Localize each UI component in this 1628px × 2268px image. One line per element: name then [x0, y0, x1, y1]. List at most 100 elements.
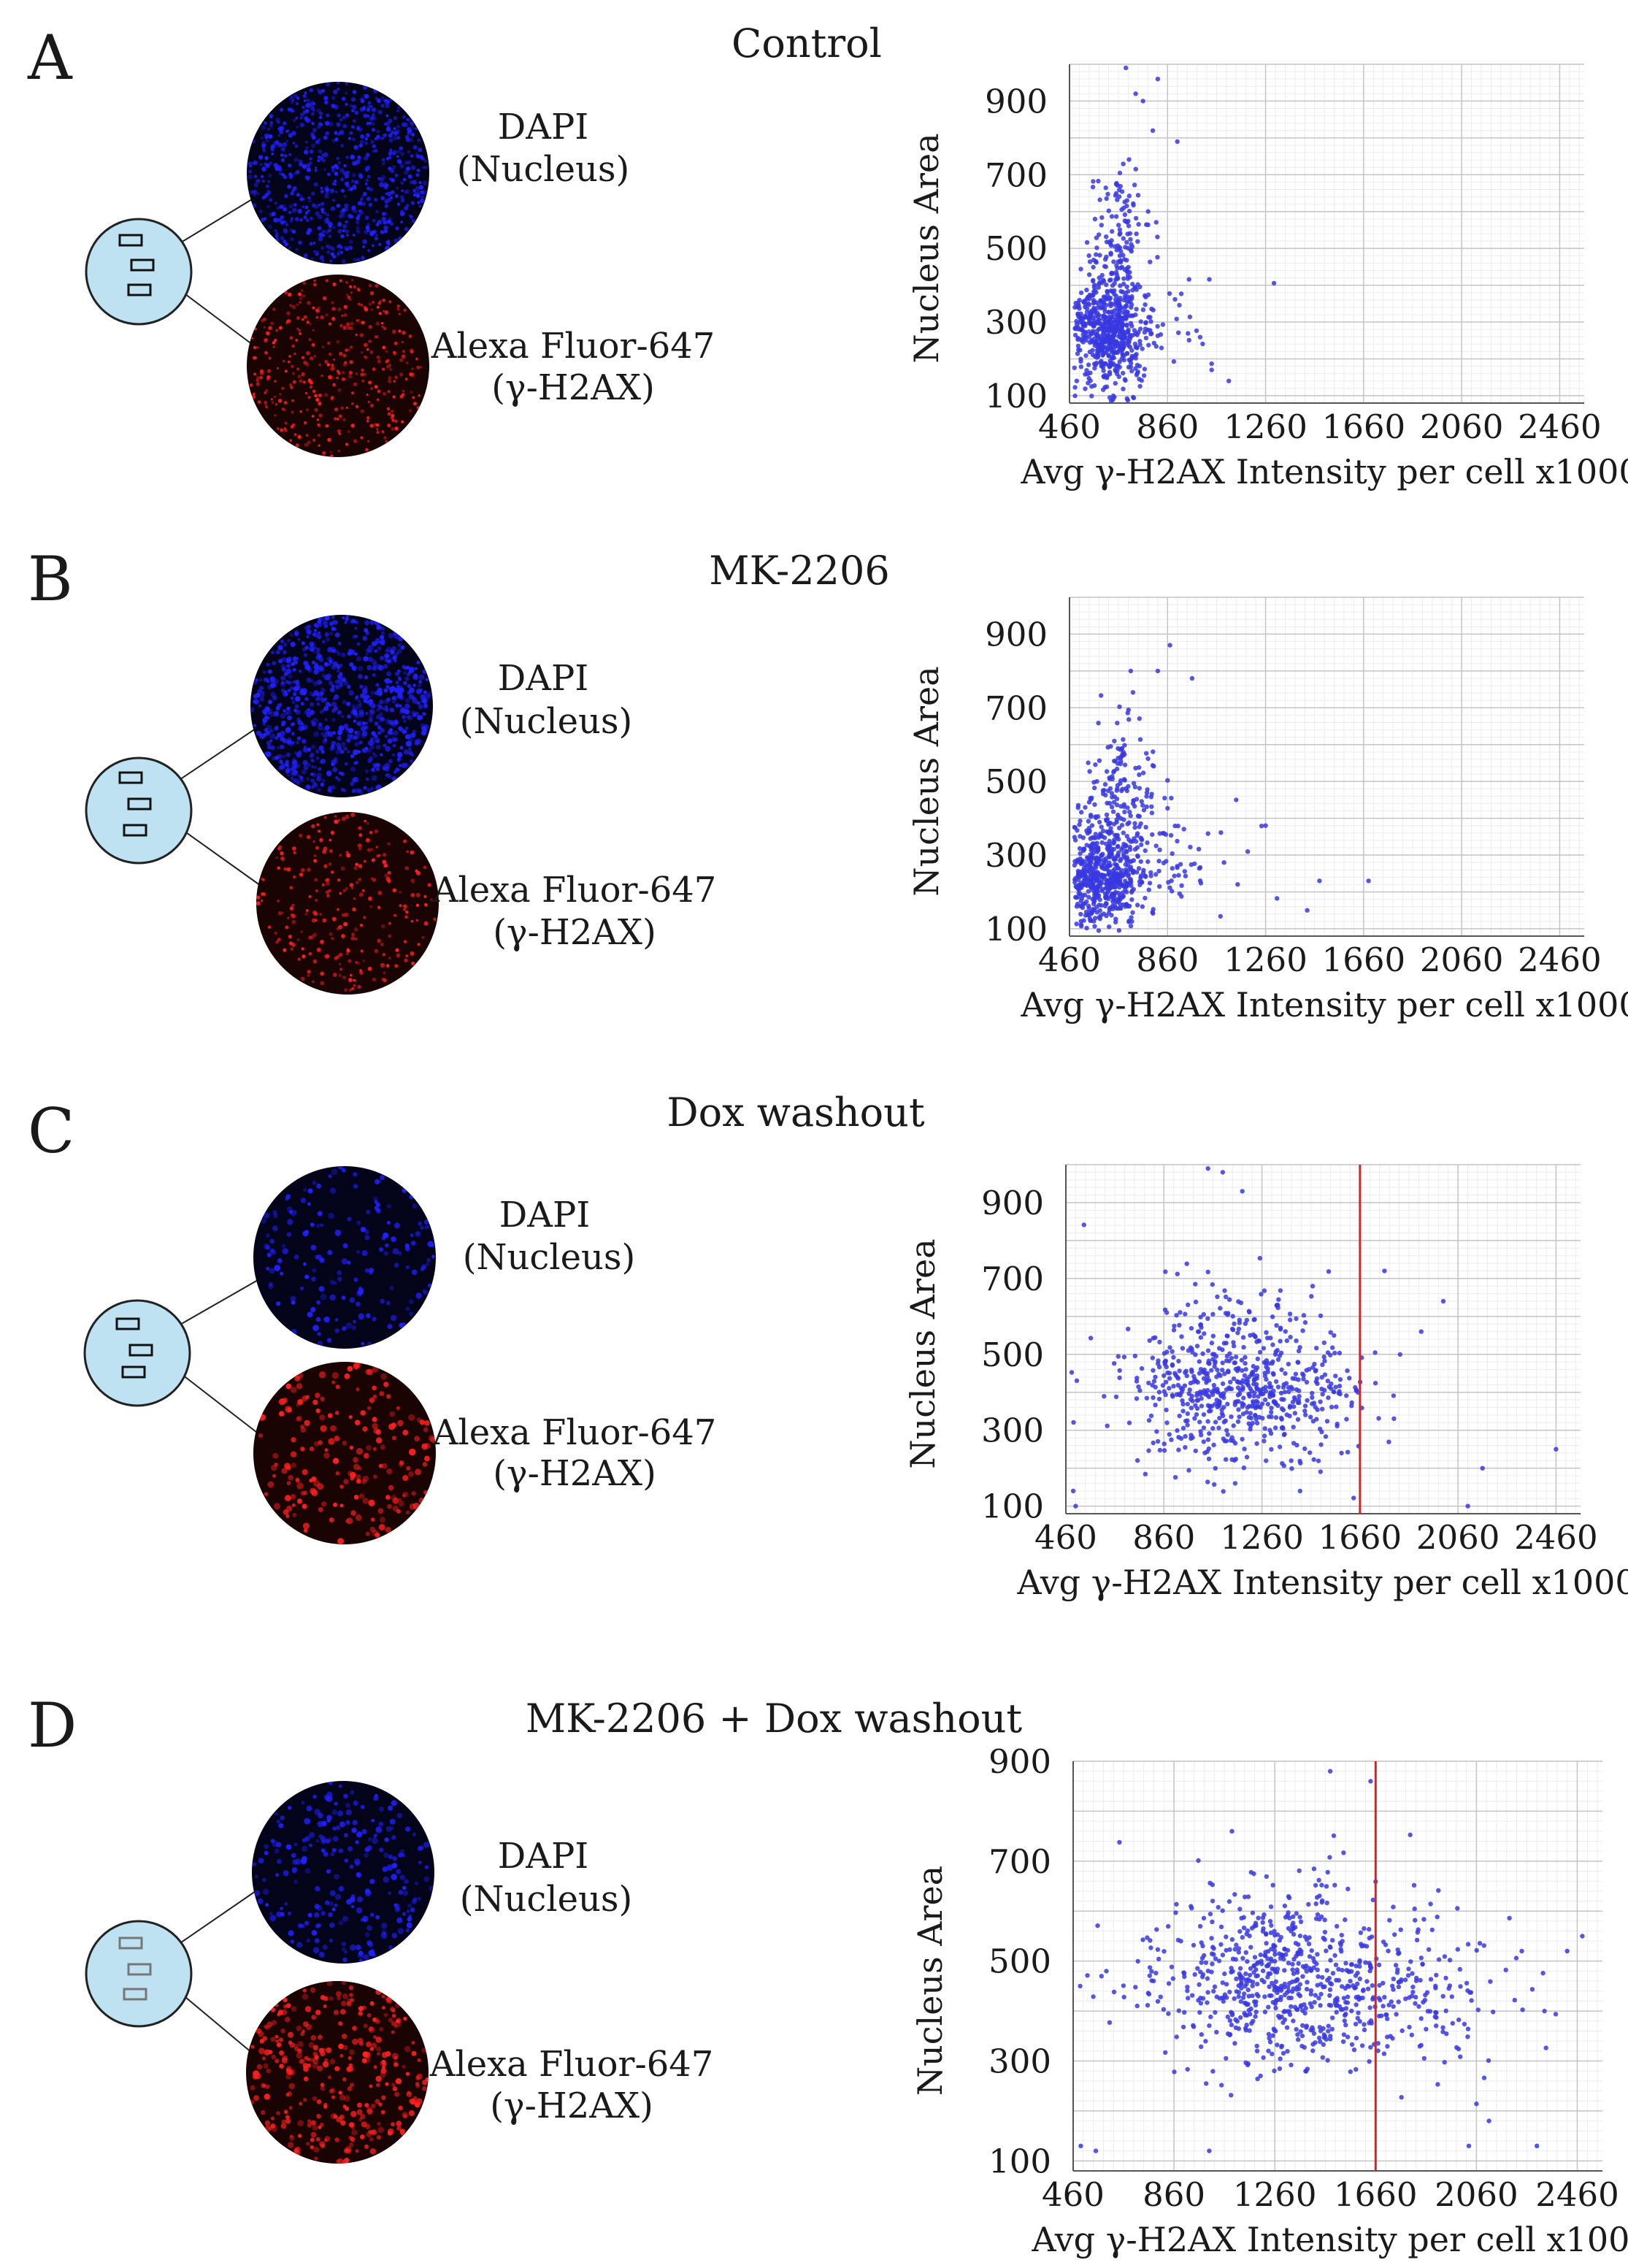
nucleus-dot: [333, 1502, 338, 1507]
nucleus-dot: [312, 1180, 317, 1185]
data-point: [1305, 1398, 1310, 1403]
nucleus-dot: [285, 764, 290, 767]
nucleus-dot: [296, 751, 302, 758]
nucleus-dot: [324, 1448, 329, 1452]
nucleus-dot: [296, 684, 301, 690]
data-point: [1225, 1432, 1230, 1437]
nucleus-dot: [410, 391, 413, 394]
nucleus-dot: [417, 715, 423, 721]
nucleus-dot: [386, 407, 391, 411]
nucleus-dot: [331, 701, 337, 707]
data-point: [1124, 65, 1129, 71]
nucleus-dot: [312, 932, 317, 938]
nucleus-dot: [304, 146, 309, 150]
data-point: [1129, 368, 1134, 374]
data-point: [1084, 925, 1089, 931]
nucleus-dot: [286, 773, 290, 777]
nucleus-dot: [362, 1475, 369, 1482]
data-point: [1105, 323, 1110, 329]
nucleus-dot: [337, 204, 341, 207]
nucleus-dot: [282, 142, 288, 148]
data-point: [1098, 342, 1103, 347]
nucleus-dot: [329, 1294, 337, 1301]
nucleus-dot: [320, 782, 324, 787]
nucleus-dot: [320, 246, 324, 250]
nucleus-dot: [274, 725, 279, 729]
nucleus-dot: [311, 135, 316, 140]
data-point: [1088, 852, 1093, 857]
data-point: [1282, 1431, 1287, 1437]
nucleus-dot: [275, 231, 279, 236]
panel-title-b: MK-2206: [709, 548, 889, 594]
nucleus-dot: [372, 1385, 377, 1391]
nucleus-dot: [322, 296, 327, 301]
nucleus-dot: [358, 1466, 362, 1471]
nucleus-dot: [364, 769, 369, 773]
nucleus-dot: [283, 121, 287, 126]
nucleus-dot: [290, 1451, 297, 1457]
nucleus-dot: [354, 652, 358, 656]
data-point: [1181, 827, 1186, 832]
nucleus-dot: [307, 440, 311, 445]
nucleus-dot: [293, 708, 297, 713]
data-point: [1205, 831, 1210, 836]
nucleus-dot: [317, 226, 322, 231]
data-point: [1083, 892, 1088, 897]
data-point: [1297, 1345, 1302, 1350]
data-point: [1116, 877, 1121, 883]
data-point: [1115, 761, 1121, 766]
nucleus-dot: [293, 171, 298, 175]
nucleus-dot: [315, 309, 320, 313]
nucleus-dot: [373, 754, 378, 758]
nucleus-dot: [335, 749, 341, 755]
nucleus-dot: [311, 824, 315, 829]
nucleus-dot: [325, 702, 331, 707]
nucleus-dot: [331, 363, 334, 367]
data-point: [1119, 847, 1124, 852]
nucleus-dot: [326, 220, 330, 224]
data-point: [1195, 1379, 1200, 1385]
data-point: [1304, 1379, 1310, 1385]
data-point: [1170, 866, 1175, 871]
x-tick-label: 860: [1136, 407, 1199, 446]
nucleus-dot: [307, 1202, 311, 1206]
data-point: [1117, 187, 1122, 193]
nucleus-dot: [259, 697, 265, 702]
nucleus-dot: [368, 302, 372, 306]
nucleus-dot: [353, 1172, 358, 1177]
nucleus-dot: [308, 951, 312, 956]
nucleus-dot: [278, 765, 283, 770]
nucleus-dot: [355, 961, 358, 964]
data-point: [1317, 1426, 1323, 1432]
data-point: [1140, 99, 1145, 104]
data-point: [1210, 1425, 1216, 1431]
nucleus-dot: [296, 1417, 301, 1422]
data-point: [1083, 315, 1088, 320]
nucleus-dot: [325, 954, 330, 959]
nucleus-dot: [352, 119, 356, 123]
nucleus-dot: [363, 1452, 369, 1459]
data-point: [1132, 825, 1137, 830]
nucleus-dot: [299, 218, 303, 222]
nucleus-dot: [346, 1517, 353, 1525]
nucleus-dot: [293, 659, 299, 665]
x-tick-label: 1260: [1224, 407, 1308, 446]
nucleus-dot: [280, 675, 286, 681]
nucleus-dot: [352, 635, 357, 640]
nucleus-dot: [345, 886, 348, 891]
nucleus-dot: [319, 838, 323, 843]
data-point: [1116, 223, 1121, 228]
nucleus-dot: [336, 664, 341, 668]
data-point: [1116, 812, 1121, 818]
nucleus-dot: [303, 361, 307, 365]
nucleus-dot: [410, 165, 416, 170]
nucleus-dot: [306, 350, 310, 356]
data-point: [1105, 292, 1110, 297]
nucleus-dot: [371, 107, 377, 112]
nucleus-dot: [348, 188, 351, 191]
nucleus-dot: [342, 207, 346, 212]
data-point: [1122, 809, 1127, 815]
nucleus-dot: [337, 778, 341, 782]
nucleus-dot: [372, 762, 377, 767]
nucleus-dot: [345, 294, 349, 296]
